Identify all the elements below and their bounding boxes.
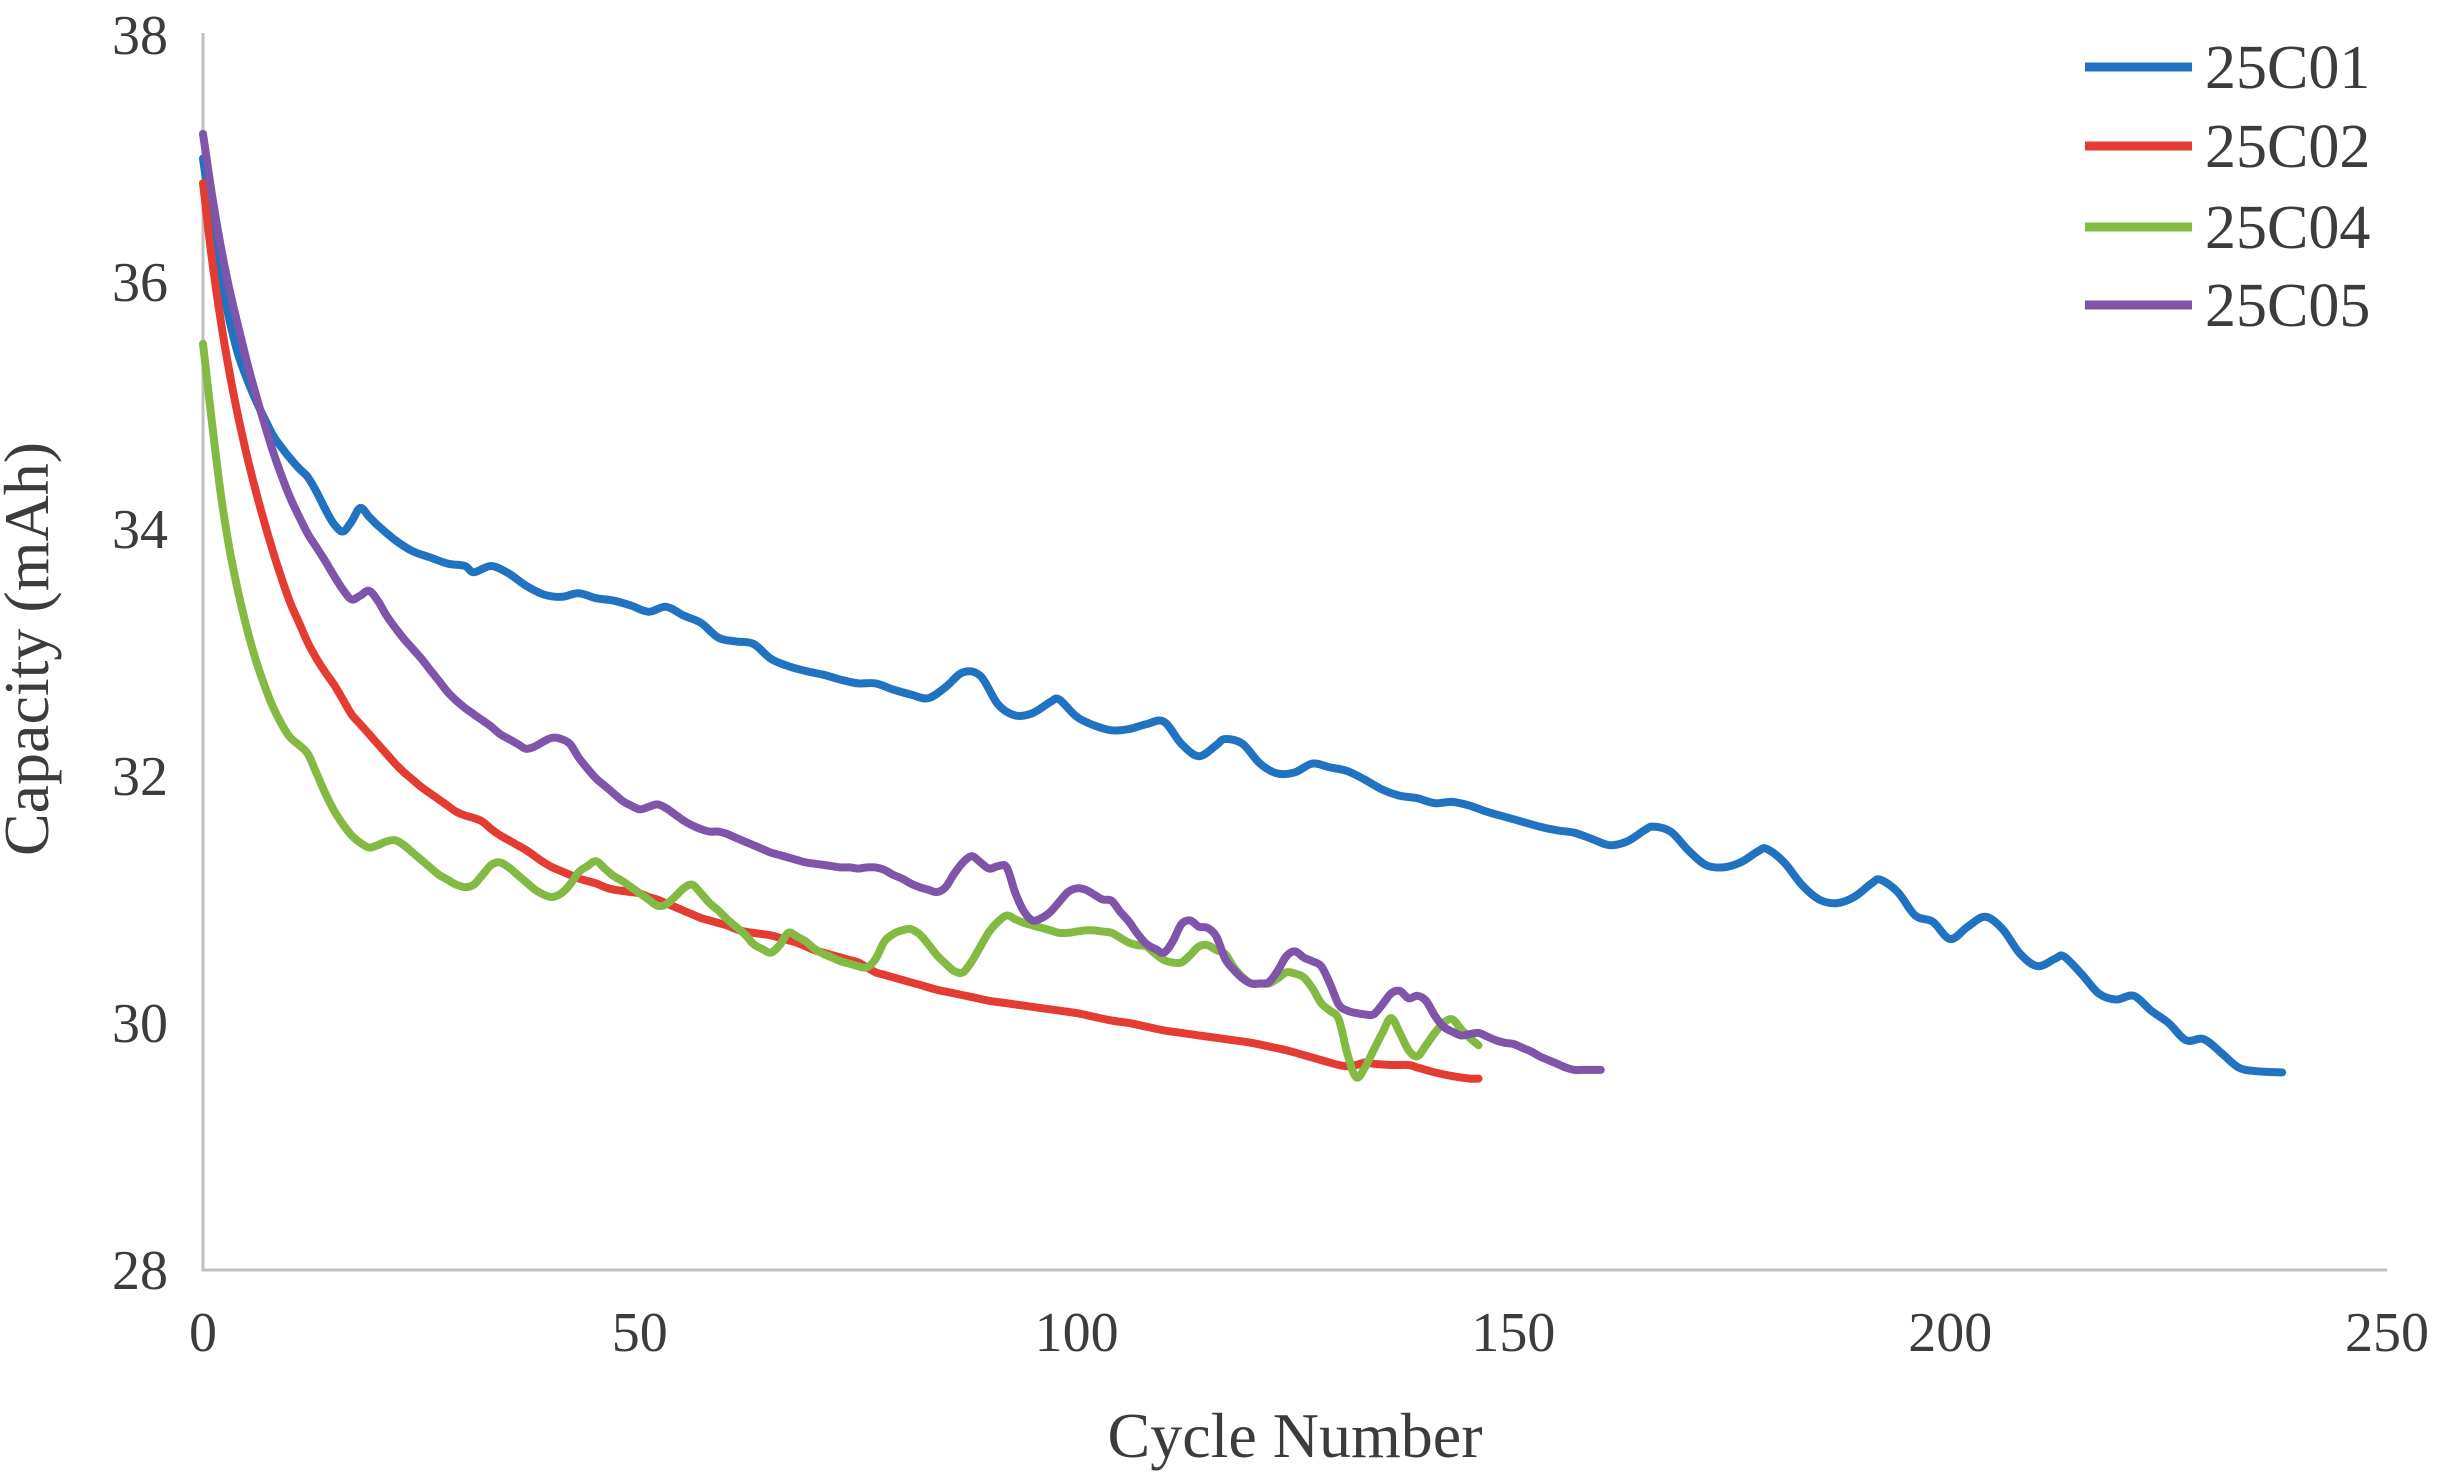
axis-lines [201, 33, 2387, 1272]
y-tick-label: 36 [112, 252, 168, 314]
legend-label-25C05: 25C05 [2205, 272, 2370, 340]
legend-label-25C04: 25C04 [2205, 194, 2370, 262]
tick-labels: 28 30 32 34 36 38 0 50 100 150 200 250 [112, 5, 2429, 1364]
series-line-25C01 [199, 154, 2287, 1077]
x-tick-label: 0 [189, 1302, 217, 1364]
axes [201, 33, 2387, 1272]
x-tick-label: 150 [1471, 1302, 1555, 1364]
y-tick-label: 32 [112, 746, 168, 808]
series-line-25C02 [199, 179, 1483, 1083]
series-line-25C04 [199, 339, 1483, 1082]
y-tick-label: 34 [112, 499, 168, 561]
legend-label-25C01: 25C01 [2205, 34, 2370, 102]
x-tick-label: 250 [2345, 1302, 2429, 1364]
legend: 25C01 25C02 25C04 25C05 [2085, 34, 2370, 340]
legend-label-25C02: 25C02 [2205, 113, 2370, 181]
series-lines [199, 129, 2287, 1083]
y-axis-title: Capacity (mAh) [0, 442, 62, 856]
y-tick-label: 28 [112, 1240, 168, 1302]
y-tick-label: 38 [112, 5, 168, 67]
x-tick-label: 50 [612, 1302, 668, 1364]
x-tick-label: 200 [1908, 1302, 1992, 1364]
x-axis-title: Cycle Number [1108, 1400, 1483, 1471]
series-line-25C05 [199, 129, 1605, 1075]
y-tick-label: 30 [112, 993, 168, 1055]
x-tick-label: 100 [1035, 1302, 1119, 1364]
